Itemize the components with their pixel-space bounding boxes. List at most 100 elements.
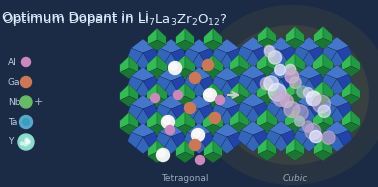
Polygon shape xyxy=(297,65,321,79)
Polygon shape xyxy=(241,84,250,100)
Polygon shape xyxy=(238,74,253,90)
Polygon shape xyxy=(199,104,214,120)
Polygon shape xyxy=(285,122,305,134)
Polygon shape xyxy=(213,111,223,129)
Polygon shape xyxy=(164,137,178,154)
Polygon shape xyxy=(129,56,138,72)
Circle shape xyxy=(25,138,28,141)
Polygon shape xyxy=(281,102,296,118)
Polygon shape xyxy=(351,82,360,98)
Polygon shape xyxy=(175,111,185,129)
Circle shape xyxy=(184,102,195,114)
Polygon shape xyxy=(120,112,129,128)
Polygon shape xyxy=(128,76,143,92)
Polygon shape xyxy=(164,81,178,98)
Polygon shape xyxy=(239,82,248,98)
Polygon shape xyxy=(120,56,129,72)
Circle shape xyxy=(268,83,286,101)
Polygon shape xyxy=(136,81,150,98)
Polygon shape xyxy=(337,74,352,90)
Circle shape xyxy=(195,156,204,165)
Circle shape xyxy=(27,141,30,144)
Polygon shape xyxy=(274,135,288,152)
Polygon shape xyxy=(185,55,195,73)
Polygon shape xyxy=(131,123,155,137)
Circle shape xyxy=(264,46,275,57)
Polygon shape xyxy=(203,83,213,101)
Polygon shape xyxy=(232,56,241,72)
Polygon shape xyxy=(239,110,248,126)
Polygon shape xyxy=(232,112,241,128)
Polygon shape xyxy=(246,107,260,124)
Circle shape xyxy=(161,116,175,128)
Polygon shape xyxy=(238,130,253,146)
Polygon shape xyxy=(246,79,260,96)
Polygon shape xyxy=(176,152,194,163)
Polygon shape xyxy=(267,53,277,71)
Polygon shape xyxy=(176,28,185,44)
Polygon shape xyxy=(159,123,183,137)
Polygon shape xyxy=(302,51,316,68)
Polygon shape xyxy=(192,53,206,70)
Polygon shape xyxy=(192,137,206,154)
Polygon shape xyxy=(120,96,138,107)
Circle shape xyxy=(285,70,299,83)
Polygon shape xyxy=(258,26,267,42)
Polygon shape xyxy=(285,109,295,127)
Polygon shape xyxy=(309,74,324,90)
Circle shape xyxy=(158,150,165,157)
Polygon shape xyxy=(147,55,157,73)
Polygon shape xyxy=(294,46,309,62)
Polygon shape xyxy=(241,121,265,135)
Polygon shape xyxy=(313,53,323,71)
Polygon shape xyxy=(258,38,276,49)
Polygon shape xyxy=(213,55,223,73)
Polygon shape xyxy=(164,53,178,70)
Polygon shape xyxy=(267,109,277,127)
Circle shape xyxy=(215,96,225,105)
Polygon shape xyxy=(269,65,293,79)
Polygon shape xyxy=(285,53,295,71)
Circle shape xyxy=(23,119,29,125)
Polygon shape xyxy=(241,65,265,79)
Polygon shape xyxy=(143,48,158,64)
Polygon shape xyxy=(295,26,304,42)
Text: Cubic: Cubic xyxy=(282,174,308,183)
Polygon shape xyxy=(120,124,138,135)
Polygon shape xyxy=(220,137,234,154)
Polygon shape xyxy=(187,95,211,109)
Circle shape xyxy=(22,57,31,67)
Circle shape xyxy=(322,131,335,144)
Polygon shape xyxy=(257,53,267,71)
Polygon shape xyxy=(313,94,333,106)
Polygon shape xyxy=(257,66,277,78)
Polygon shape xyxy=(185,28,194,44)
Polygon shape xyxy=(136,137,150,154)
Polygon shape xyxy=(313,81,323,99)
Polygon shape xyxy=(157,111,167,129)
Polygon shape xyxy=(171,132,186,148)
Polygon shape xyxy=(294,74,309,90)
Polygon shape xyxy=(314,26,323,42)
Circle shape xyxy=(170,63,177,70)
Polygon shape xyxy=(171,48,186,64)
Polygon shape xyxy=(131,67,155,81)
Polygon shape xyxy=(184,76,199,92)
Polygon shape xyxy=(314,38,332,49)
Polygon shape xyxy=(241,56,250,72)
Polygon shape xyxy=(313,122,333,134)
Polygon shape xyxy=(232,84,241,100)
Polygon shape xyxy=(176,40,194,51)
Polygon shape xyxy=(325,93,349,107)
Polygon shape xyxy=(266,102,281,118)
Polygon shape xyxy=(227,104,242,120)
Circle shape xyxy=(305,124,321,140)
Text: Ga: Ga xyxy=(8,77,20,87)
Circle shape xyxy=(302,121,313,132)
Polygon shape xyxy=(230,66,248,77)
Polygon shape xyxy=(323,26,332,42)
Polygon shape xyxy=(147,68,167,80)
Text: Optimum Dopant in Li: Optimum Dopant in Li xyxy=(2,11,149,24)
Polygon shape xyxy=(185,111,195,129)
Polygon shape xyxy=(257,94,277,106)
